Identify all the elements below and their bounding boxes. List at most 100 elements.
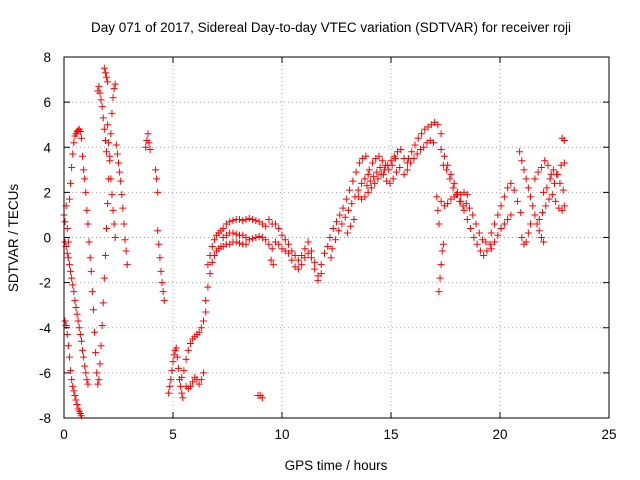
data-point (202, 297, 210, 305)
data-point (160, 297, 168, 305)
data-point (389, 175, 397, 183)
data-point (311, 265, 319, 273)
data-point (476, 247, 484, 255)
x-axis-label: GPS time / hours (285, 458, 388, 473)
data-point (304, 249, 312, 257)
y-tick-label: -4 (39, 321, 51, 336)
data-point (186, 340, 194, 348)
data-point (535, 215, 543, 223)
data-point (366, 177, 374, 185)
data-point (179, 394, 187, 402)
data-point (500, 220, 508, 228)
data-point (99, 299, 107, 307)
data-point (71, 391, 79, 399)
data-point (262, 222, 270, 230)
data-point (539, 209, 547, 217)
data-point (167, 376, 175, 384)
data-point (208, 258, 216, 266)
data-point (265, 215, 273, 223)
data-point (79, 346, 87, 354)
data-point (469, 211, 477, 219)
data-point (338, 220, 346, 228)
data-point (84, 220, 92, 228)
data-point (418, 130, 426, 138)
data-point (522, 238, 530, 246)
data-point (533, 220, 541, 228)
data-point (391, 155, 399, 163)
data-point (173, 353, 181, 361)
data-point (61, 218, 69, 226)
data-point (208, 243, 216, 251)
data-point (77, 337, 85, 345)
data-point (463, 215, 471, 223)
data-point (513, 197, 521, 205)
data-point (540, 188, 548, 196)
data-point (112, 141, 120, 149)
data-point (403, 166, 411, 174)
data-point (531, 211, 539, 219)
data-point (285, 249, 293, 257)
data-point (285, 240, 293, 248)
data-point (86, 254, 94, 262)
data-point (242, 240, 250, 248)
data-point (487, 245, 495, 253)
data-point (472, 220, 480, 228)
data-point (376, 164, 384, 172)
data-point (548, 191, 556, 199)
data-point (335, 227, 343, 235)
data-point (165, 389, 173, 397)
data-point (65, 195, 73, 203)
data-point (101, 69, 109, 77)
data-point (67, 367, 75, 375)
data-point (324, 243, 332, 251)
data-point (446, 175, 454, 183)
data-point (81, 362, 89, 370)
data-point (430, 139, 438, 147)
data-point (494, 211, 502, 219)
data-point (146, 146, 154, 154)
data-point (219, 224, 227, 232)
data-point (109, 206, 117, 214)
data-point (104, 78, 112, 86)
data-point (98, 103, 106, 111)
data-point (465, 204, 473, 212)
data-point (434, 121, 442, 129)
data-point (97, 342, 105, 350)
data-point (67, 267, 75, 275)
data-point (439, 240, 447, 248)
data-point (82, 369, 90, 377)
data-point (304, 238, 312, 246)
data-point (560, 202, 568, 210)
data-point (271, 220, 279, 228)
data-point (249, 235, 257, 243)
data-point (504, 215, 512, 223)
data-point (549, 166, 557, 174)
data-point (83, 376, 91, 384)
data-point (69, 281, 77, 289)
data-point (119, 204, 127, 212)
data-point (462, 200, 470, 208)
data-point (559, 186, 567, 194)
y-tick-label: 0 (43, 231, 51, 246)
data-point (168, 367, 176, 375)
data-point (73, 400, 81, 408)
data-point (543, 184, 551, 192)
data-point (70, 387, 78, 395)
data-point (95, 376, 103, 384)
data-point (301, 254, 309, 262)
data-point (326, 234, 334, 241)
data-point (537, 164, 545, 172)
data-point (229, 229, 237, 237)
data-point (69, 382, 77, 390)
data-point (197, 324, 205, 332)
y-tick-labels: -8 -6 -4 -2 0 2 4 6 8 (39, 50, 52, 426)
data-point (552, 197, 560, 205)
y-tick-label: 2 (43, 185, 51, 200)
data-point (467, 224, 475, 232)
data-point (321, 249, 329, 257)
data-point (96, 89, 104, 97)
data-point (344, 206, 352, 214)
data-point (507, 211, 515, 219)
grid-lines (64, 57, 609, 418)
data-point (100, 125, 108, 133)
